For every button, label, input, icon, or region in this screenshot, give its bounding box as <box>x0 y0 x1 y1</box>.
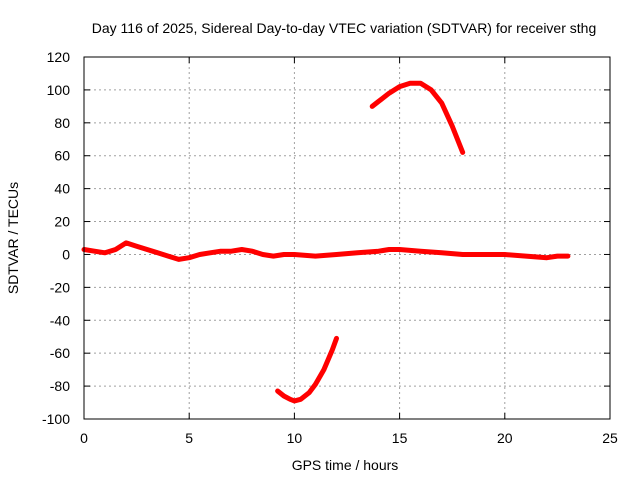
y-tick-label: -40 <box>50 312 70 328</box>
grid-lines <box>84 57 610 419</box>
data-series <box>81 80 571 404</box>
x-tick-label: 20 <box>497 430 513 446</box>
series-line-low-arc <box>275 335 339 404</box>
y-tick-label: -100 <box>42 411 70 427</box>
y-tick-label: 20 <box>54 214 70 230</box>
x-tick-label: 0 <box>80 430 88 446</box>
axis-ticks: 0 5 10 15 20 25 -100 -80 -60 -40 -20 0 20 40 60 80 100 12… <box>42 49 618 446</box>
plot-frame <box>83 56 611 420</box>
x-tick-label: 10 <box>287 430 303 446</box>
series-line-high-arc <box>369 80 466 155</box>
y-tick-label: 60 <box>54 148 70 164</box>
y-tick-label: 120 <box>47 49 71 65</box>
y-axis-label: SDTVAR / TECUs <box>5 182 21 294</box>
x-tick-label: 5 <box>185 430 193 446</box>
y-tick-label: -60 <box>50 345 70 361</box>
chart-title: Day 116 of 2025, Sidereal Day-to-day VTE… <box>92 20 596 36</box>
y-tick-label: -20 <box>50 279 70 295</box>
y-tick-label: 0 <box>62 246 70 262</box>
series-line-near-zero-trace <box>81 240 571 262</box>
y-tick-label: 40 <box>54 181 70 197</box>
y-tick-label: 100 <box>47 82 71 98</box>
x-tick-label: 25 <box>602 430 618 446</box>
y-tick-label: -80 <box>50 378 70 394</box>
x-tick-label: 15 <box>392 430 408 446</box>
x-axis-label: GPS time / hours <box>292 457 399 473</box>
y-tick-label: 80 <box>54 115 70 131</box>
